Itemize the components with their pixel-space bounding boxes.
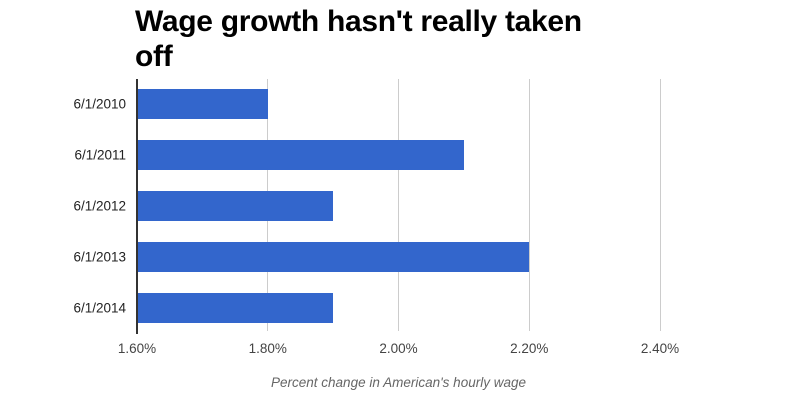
x-axis-label: 1.80% bbox=[248, 341, 287, 356]
y-axis-label: 6/1/2010 bbox=[73, 96, 126, 112]
axis-baseline bbox=[136, 79, 138, 334]
x-axis-title: Percent change in American's hourly wage bbox=[271, 375, 526, 390]
x-axis-label: 1.60% bbox=[117, 341, 157, 356]
bar bbox=[138, 140, 464, 170]
bar bbox=[138, 293, 334, 323]
bar bbox=[138, 89, 268, 119]
x-axis-label: 2.20% bbox=[510, 341, 549, 356]
y-axis-label: 6/1/2011 bbox=[74, 147, 126, 163]
plot-area bbox=[136, 79, 661, 334]
x-axis-label: 2.40% bbox=[640, 341, 680, 356]
gridline bbox=[398, 79, 399, 331]
gridline bbox=[528, 79, 530, 331]
bar bbox=[138, 242, 530, 272]
y-axis-label: 6/1/2013 bbox=[73, 249, 126, 265]
gridline bbox=[659, 79, 661, 331]
y-axis-label: 6/1/2012 bbox=[73, 198, 126, 214]
bar bbox=[138, 191, 334, 221]
x-axis-label: 2.00% bbox=[379, 341, 418, 356]
y-axis-label: 6/1/2014 bbox=[73, 300, 126, 316]
chart-title: Wage growth hasn't really taken off bbox=[135, 5, 582, 73]
